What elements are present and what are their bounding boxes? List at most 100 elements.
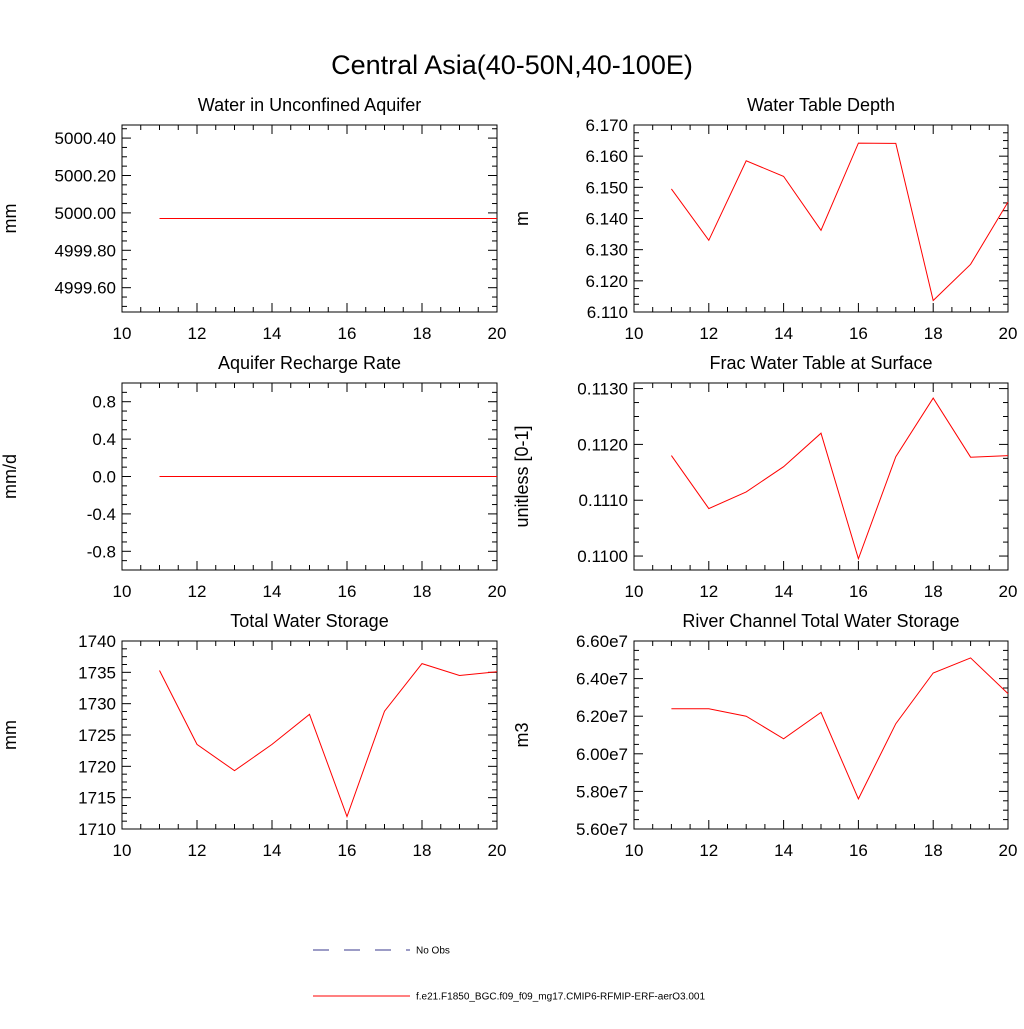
y-tick-label: 6.20e7: [576, 707, 628, 726]
x-tick-label: 10: [625, 324, 644, 343]
legend-label: No Obs: [416, 946, 450, 957]
x-tick-label: 12: [699, 841, 718, 860]
y-tick-label: 4999.80: [55, 241, 116, 260]
x-tick-label: 18: [924, 324, 943, 343]
x-tick-label: 16: [849, 324, 868, 343]
x-tick-label: 12: [188, 582, 207, 601]
legend: No Obs f.e21.F1850_BGC.f09_f09_mg17.CMIP6…: [313, 946, 705, 1003]
y-axis-label: unitless [0-1]: [512, 425, 532, 527]
y-tick-label: 0.1130: [577, 380, 628, 399]
x-tick-label: 16: [338, 841, 357, 860]
x-tick-label: 10: [113, 582, 132, 601]
x-tick-label: 12: [188, 841, 207, 860]
x-tick-label: 10: [625, 841, 644, 860]
legend-item-2: f.e21.F1850_BGC.f09_f09_mg17.CMIP6-RFMIP…: [313, 992, 705, 1003]
y-tick-label: 1740: [78, 632, 116, 651]
y-tick-label: 6.130: [585, 241, 628, 260]
x-tick-label: 10: [625, 582, 644, 601]
y-tick-label: 0.1110: [579, 491, 628, 510]
main-title: Central Asia(40-50N,40-100E): [331, 50, 693, 80]
y-tick-label: -0.4: [87, 505, 116, 524]
y-tick-label: 5000.20: [55, 166, 116, 185]
y-axis-label: mm: [0, 204, 20, 234]
plot-frame: [633, 124, 1009, 313]
y-tick-label: 0.4: [92, 430, 116, 449]
x-tick-label: 10: [113, 841, 132, 860]
x-tick-label: 14: [263, 324, 282, 343]
panels: Water in Unconfined Aquifer 10 12 14 16 18 20 4…: [0, 95, 1017, 860]
x-tick-label: 14: [263, 841, 282, 860]
y-tick-label: 6.150: [585, 178, 628, 197]
y-tick-label: 0.0: [92, 468, 116, 487]
panel-6: River Channel Total Water Storage 10 12 14 1…: [512, 611, 1017, 860]
panel-title: Total Water Storage: [230, 611, 388, 631]
panel-2: Water Table Depth 10 12 14 16 18 20 6.110 6.120 6…: [512, 95, 1017, 343]
x-tick-label: 14: [263, 582, 282, 601]
panel-title: Aquifer Recharge Rate: [218, 353, 401, 373]
y-tick-label: 0.8: [92, 393, 116, 412]
y-tick-label: 6.140: [585, 210, 628, 229]
y-tick-label: 6.170: [585, 116, 628, 135]
panel-title: River Channel Total Water Storage: [682, 611, 959, 631]
y-tick-label: 6.110: [587, 303, 628, 322]
x-tick-label: 18: [413, 582, 432, 601]
x-tick-label: 16: [849, 841, 868, 860]
y-axis-label: mm: [0, 720, 20, 750]
x-tick-label: 18: [413, 324, 432, 343]
plot-frame: [633, 382, 1009, 571]
y-tick-label: 5000.40: [55, 129, 116, 148]
panel-3: Aquifer Recharge Rate 10 12 14 16 18 20 -0.8 -0.…: [0, 353, 506, 601]
panel-title: Frac Water Table at Surface: [709, 353, 932, 373]
y-tick-label: 4999.60: [55, 279, 116, 298]
y-tick-label: 1730: [78, 695, 116, 714]
x-tick-label: 20: [488, 582, 507, 601]
y-tick-label: 6.120: [585, 272, 628, 291]
legend-label: f.e21.F1850_BGC.f09_f09_mg17.CMIP6-RFMIP…: [416, 992, 705, 1003]
y-tick-label: 5.80e7: [576, 782, 628, 801]
series-line: [671, 657, 1009, 801]
y-axis-label: m: [512, 211, 532, 226]
y-tick-label: 5000.00: [55, 204, 116, 223]
x-tick-label: 16: [849, 582, 868, 601]
x-tick-label: 18: [413, 841, 432, 860]
x-tick-label: 16: [338, 582, 357, 601]
y-axis-label: mm/d: [0, 454, 20, 499]
x-tick-label: 20: [488, 841, 507, 860]
x-tick-label: 20: [999, 841, 1018, 860]
x-tick-label: 14: [774, 841, 793, 860]
panel-5: Total Water Storage 10 12 14 16 18 20 1710 1715 1…: [0, 611, 506, 860]
series-line: [159, 663, 498, 818]
y-tick-label: 6.160: [585, 147, 628, 166]
x-tick-label: 20: [999, 324, 1018, 343]
y-tick-label: 5.60e7: [576, 820, 628, 839]
y-tick-label: 1710: [78, 820, 116, 839]
series-line: [670, 142, 1009, 302]
x-tick-label: 20: [488, 324, 507, 343]
x-tick-label: 14: [774, 324, 793, 343]
y-axis-label: m3: [512, 722, 532, 747]
y-tick-label: 0.1120: [577, 435, 628, 454]
panel-4: Frac Water Table at Surface 10 12 14 16 18 20 0…: [512, 353, 1017, 601]
y-tick-label: 0.1100: [577, 547, 628, 566]
x-tick-label: 16: [338, 324, 357, 343]
x-tick-label: 12: [699, 582, 718, 601]
panel-1: Water in Unconfined Aquifer 10 12 14 16 18 20 4…: [0, 95, 506, 343]
panel-title: Water in Unconfined Aquifer: [198, 95, 421, 115]
y-tick-label: 1715: [78, 789, 116, 808]
x-tick-label: 14: [774, 582, 793, 601]
x-tick-label: 18: [924, 841, 943, 860]
x-tick-label: 20: [999, 582, 1018, 601]
y-tick-label: 6.60e7: [576, 632, 628, 651]
x-tick-label: 12: [699, 324, 718, 343]
x-tick-label: 18: [924, 582, 943, 601]
x-tick-label: 10: [113, 324, 132, 343]
series-line: [670, 397, 1009, 561]
x-tick-label: 12: [188, 324, 207, 343]
plot-frame: [633, 640, 1009, 830]
y-tick-label: 1720: [78, 757, 116, 776]
y-tick-label: 1725: [78, 726, 116, 745]
y-tick-label: -0.8: [87, 542, 116, 561]
y-tick-label: 6.40e7: [576, 670, 628, 689]
